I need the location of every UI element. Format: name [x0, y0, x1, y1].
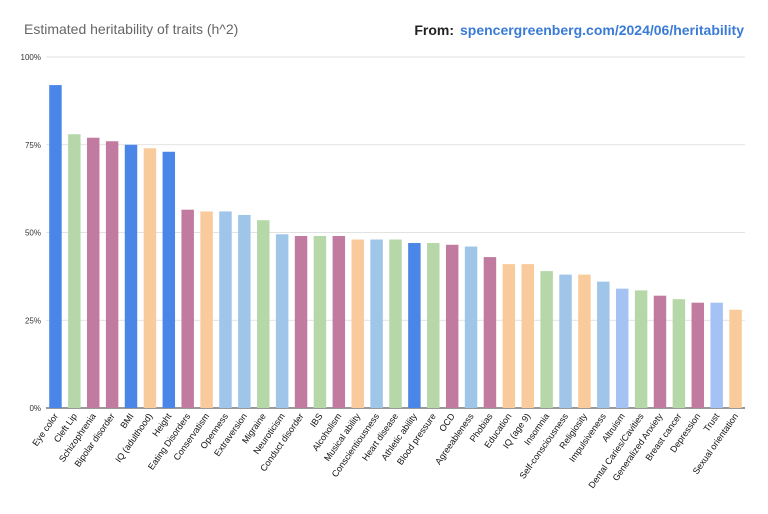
bar-iq-adulthood [143, 148, 157, 408]
y-tick-label: 75% [25, 141, 41, 150]
x-tick-label: Eye color [30, 411, 60, 447]
y-tick-label: 25% [25, 316, 41, 325]
y-tick-label: 50% [25, 229, 41, 238]
bar-alcoholism [332, 236, 346, 408]
x-tick-label: BMI [118, 411, 135, 430]
bar-depression [691, 302, 705, 408]
bar-self-consciousness [559, 274, 572, 408]
bar-athletic-ability [408, 243, 421, 408]
bar-phobias [483, 257, 497, 408]
bar-eye-color [49, 85, 62, 408]
bar-height [162, 151, 176, 408]
bar-heart-disease [389, 239, 402, 408]
bar-breast-cancer [672, 299, 686, 408]
bar-ocd [445, 244, 459, 408]
bar-generalized-anxiety [653, 295, 667, 408]
bar-cleft-lip [68, 134, 81, 408]
bars [49, 85, 742, 409]
bar-conscientiousness [370, 239, 383, 408]
bar-iq-age-9 [521, 264, 534, 408]
bar-trust [710, 302, 723, 408]
bar-dental-caries-cavities [634, 290, 648, 408]
bar-education [502, 264, 516, 408]
y-tick-label: 100% [21, 53, 41, 62]
bar-ibs [313, 236, 327, 408]
x-tick-label: IBS [308, 411, 325, 429]
bar-extraversion [238, 214, 251, 408]
bar-impulsiveness [597, 281, 610, 408]
y-tick-label: 0% [29, 404, 41, 413]
bar-religiosity [578, 274, 591, 408]
source-attribution: From: spencergreenberg.com/2024/06/herita… [414, 22, 744, 38]
source-prefix: From: [414, 22, 454, 38]
bar-conservatism [200, 211, 213, 408]
bar-musical-ability [351, 239, 364, 408]
bar-neuroticism [275, 234, 289, 408]
bar-eating-disorders [181, 209, 194, 408]
bar-conduct-disorder [294, 236, 308, 408]
source-link[interactable]: spencergreenberg.com/2024/06/heritabilit… [459, 22, 744, 38]
chart-title: Estimated heritability of traits (h^2) [24, 21, 239, 37]
bar-blood-pressure [427, 243, 440, 408]
bar-migraine [257, 220, 270, 408]
bar-schizophrenia [86, 137, 100, 409]
bar-altruism [615, 288, 629, 408]
bar-sexual-orientation [729, 309, 742, 408]
bar-bmi [124, 144, 138, 408]
bar-openness [219, 211, 232, 408]
bar-insomnia [540, 271, 553, 408]
bar-bipolar-disorder [105, 141, 119, 409]
bar-agreeableness [464, 246, 478, 408]
